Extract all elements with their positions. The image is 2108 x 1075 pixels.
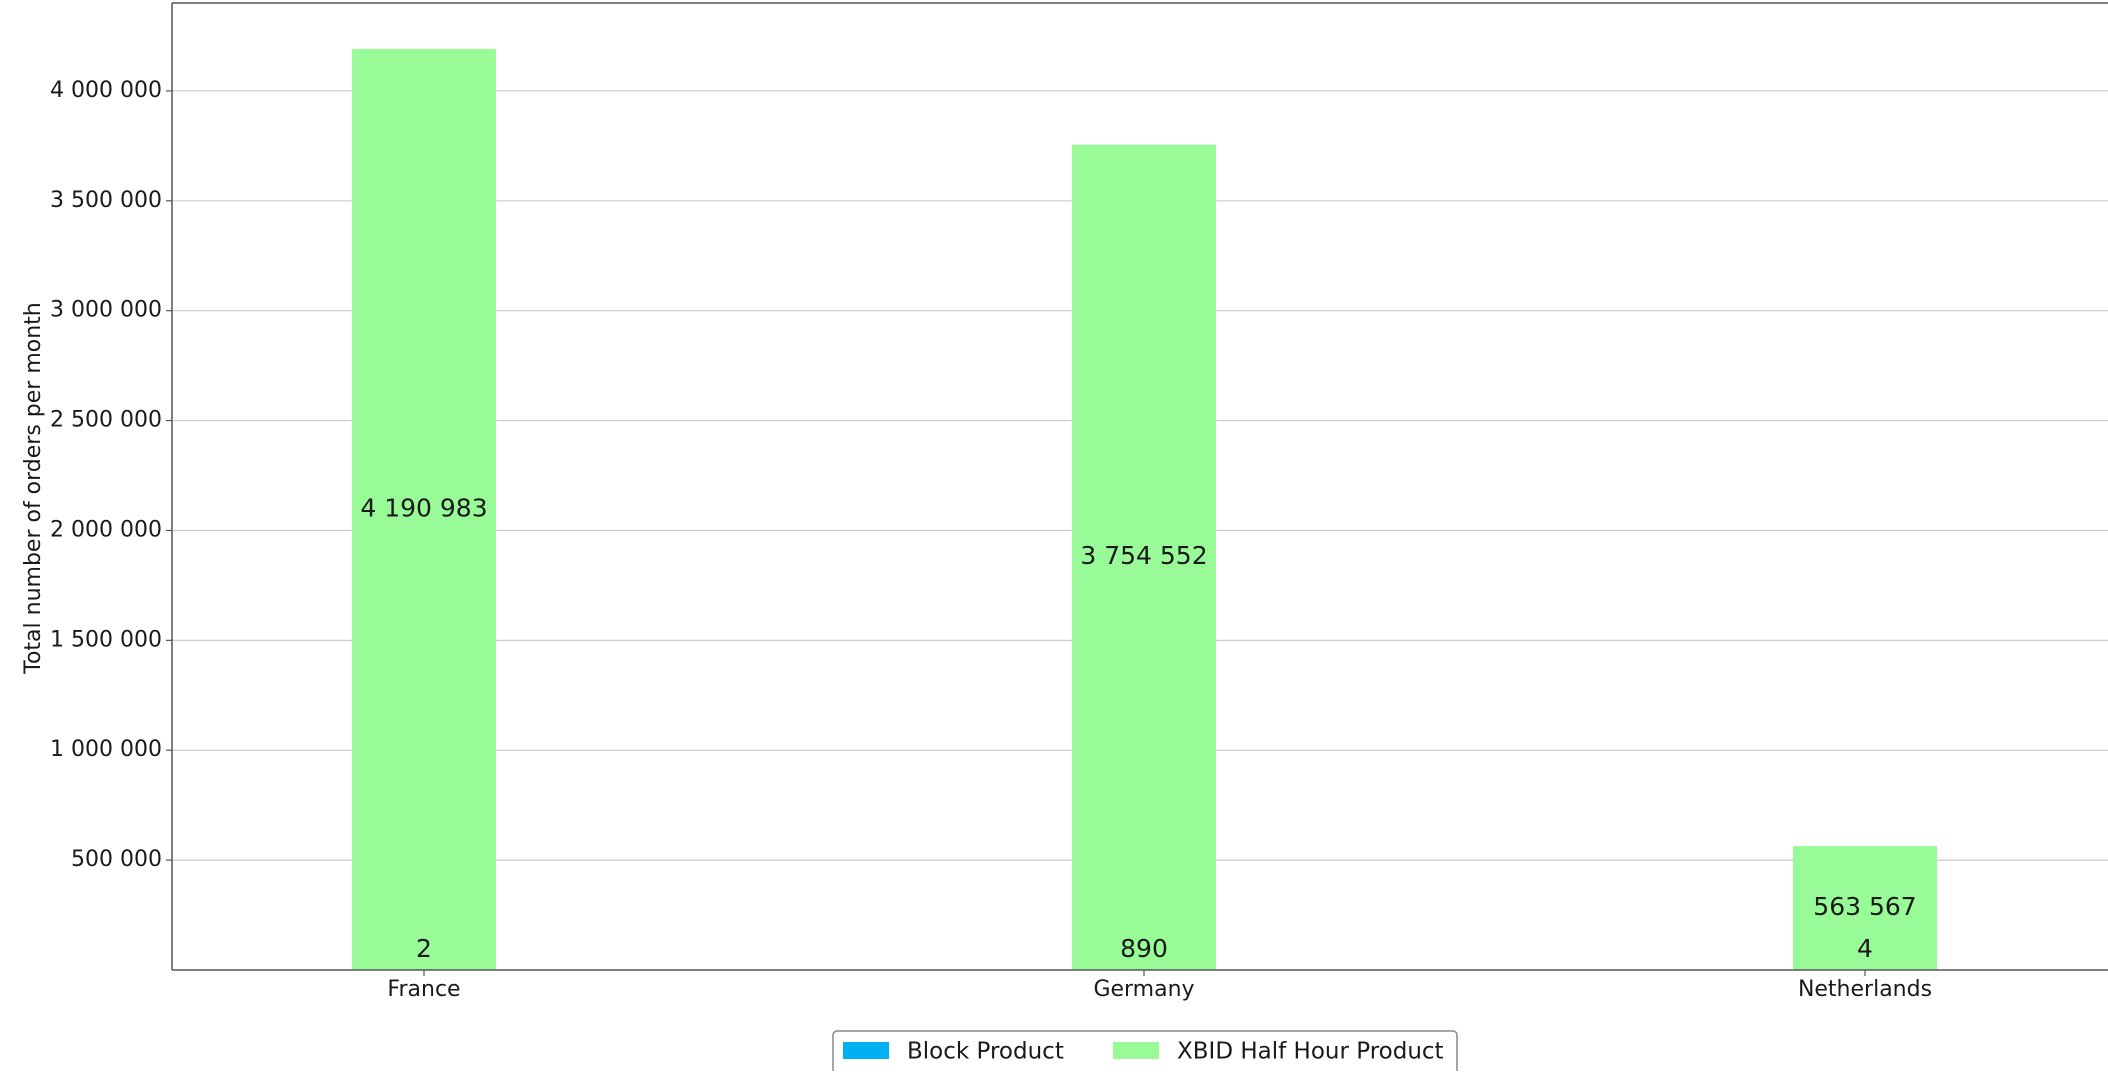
bar-xbid-half-hour-product-netherlands: [1793, 846, 1937, 970]
x-tick-label-netherlands: Netherlands: [1798, 977, 1932, 1002]
x-tick-label-france: France: [387, 977, 460, 1002]
x-tick-labels: France Germany Netherlands: [387, 970, 1932, 1002]
axes: [171, 2, 2108, 971]
y-tick-label: 1 000 000: [50, 737, 162, 762]
y-tick-label: 4 000 000: [50, 78, 162, 103]
y-tick-label: 3 500 000: [50, 188, 162, 213]
y-tick-label: 2 000 000: [50, 517, 162, 542]
x-tick-label-germany: Germany: [1093, 977, 1194, 1002]
data-label-xbid-netherlands: 563 567: [1813, 892, 1916, 921]
y-tick-label: 2 500 000: [50, 408, 162, 433]
y-tick-label: 3 000 000: [50, 298, 162, 323]
legend-item: Block Product: [843, 1039, 1064, 1065]
data-label-block-germany: 890: [1120, 934, 1168, 963]
y-tick-labels: 500 000 1 000 000 1 500 000 2 000 000 2 500 …: [50, 78, 172, 872]
legend-item: XBID Half Hour Product: [1113, 1039, 1444, 1065]
data-label-block-netherlands: 4: [1857, 934, 1873, 963]
data-label-xbid-france: 4 190 983: [360, 493, 487, 522]
y-tick-label: 500 000: [71, 847, 162, 872]
legend: Block Product XBID Half Hour Product: [832, 1030, 1458, 1075]
legend-label: XBID Half Hour Product: [1177, 1039, 1444, 1065]
legend-label: Block Product: [907, 1039, 1064, 1065]
data-label-block-france: 2: [416, 934, 432, 963]
data-label-xbid-germany: 3 754 552: [1080, 541, 1207, 570]
bar-xbid-half-hour-product-germany: [1072, 144, 1216, 970]
legend-swatch: [843, 1042, 889, 1059]
bar-xbid-half-hour-product-france: [352, 48, 496, 970]
y-axis-title: Total number of orders per month: [21, 302, 46, 675]
data-labels: 2 4 190 983 890 3 754 552 4 563 567: [360, 493, 1916, 963]
legend-swatch: [1113, 1042, 1159, 1059]
bars: [352, 48, 1937, 970]
y-tick-label: 1 500 000: [50, 627, 162, 652]
